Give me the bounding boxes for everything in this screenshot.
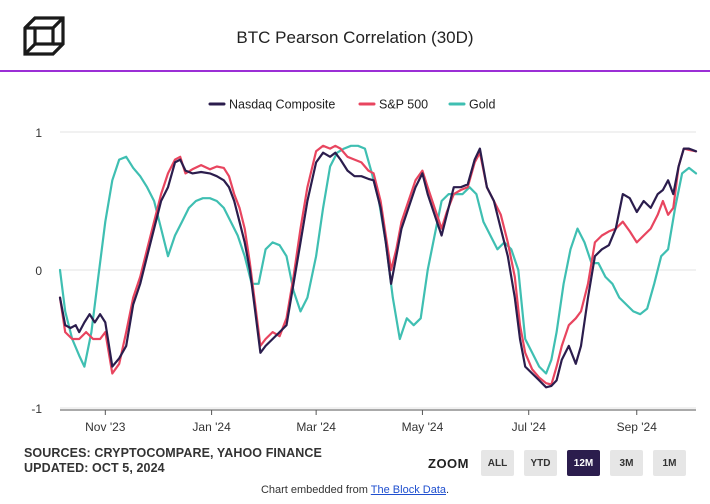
the-block-data-link[interactable]: The Block Data — [370, 484, 446, 496]
embed-suffix: . — [446, 484, 450, 496]
zoom-label: ZOOM — [428, 455, 469, 471]
x-tick-label: Mar '24 — [296, 420, 336, 434]
embed-note: Chart embedded from The Block Data. — [0, 484, 710, 496]
legend-label: Nasdaq Composite — [229, 98, 335, 112]
embed-prefix: Chart embedded from — [260, 484, 371, 496]
zoom-controls: ZOOM ALL YTD 12M 3M 1M — [428, 449, 696, 477]
correlation-line-chart: 1 0 -1 Nov '23 Jan '24 Mar '24 May '24 Jul '24 S… — [31, 98, 698, 434]
legend-label: Gold — [469, 98, 495, 112]
sources-text: SOURCES: CRYPTOCOMPARE, YAHOO FINANCE — [24, 446, 322, 460]
series-line-gold — [58, 144, 698, 375]
zoom-1m-button[interactable]: 1M — [653, 450, 686, 476]
zoom-3m-button[interactable]: 3M — [610, 450, 643, 476]
zoom-ytd-button[interactable]: YTD — [524, 450, 557, 476]
page-title: BTC Pearson Correlation (30D) — [236, 28, 474, 47]
y-tick-label: 1 — [35, 126, 42, 140]
series-line-nasdaq-composite — [58, 147, 698, 389]
x-tick-label: May '24 — [402, 420, 444, 434]
legend-label: S&P 500 — [379, 98, 428, 112]
y-tick-label: 0 — [35, 264, 42, 278]
zoom-all-button[interactable]: ALL — [481, 450, 514, 476]
cube-logo-icon — [22, 14, 66, 58]
x-tick-label: Nov '23 — [85, 420, 126, 434]
x-tick-label: Sep '24 — [617, 420, 658, 434]
y-tick-label: -1 — [31, 402, 42, 416]
chart-credits: SOURCES: CRYPTOCOMPARE, YAHOO FINANCE UP… — [24, 446, 322, 476]
zoom-12m-button[interactable]: 12M — [567, 450, 600, 476]
updated-text: UPDATED: OCT 5, 2024 — [24, 461, 165, 475]
x-tick-label: Jul '24 — [512, 420, 547, 434]
title-divider — [0, 70, 710, 72]
x-tick-label: Jan '24 — [192, 420, 231, 434]
